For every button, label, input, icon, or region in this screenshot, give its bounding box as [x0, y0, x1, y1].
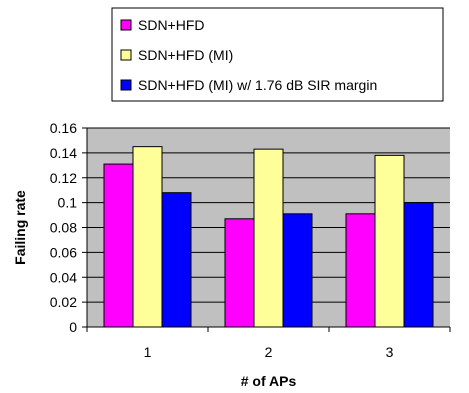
bar-sdn-hfd-mi--cat-1: [132, 146, 163, 328]
y-tick-label: 0.12: [50, 170, 77, 186]
x-axis-title: # of APs: [241, 373, 297, 389]
y-tick-label: 0.04: [50, 269, 77, 285]
bar-sdn-hfd-cat-3: [345, 213, 376, 328]
bars: [103, 146, 434, 328]
x-category-label: 3: [386, 344, 394, 360]
legend-label: SDN+HFD (MI) w/ 1.76 dB SIR margin: [138, 77, 377, 93]
x-category-label: 1: [144, 344, 152, 360]
bar-sdn-hfd-mi-w-1-76-db-sir-margin-cat-3: [403, 202, 434, 328]
x-category-labels: 1 2 3: [144, 344, 394, 360]
bar-sdn-hfd-mi-w-1-76-db-sir-margin-cat-1: [161, 192, 192, 328]
y-axis-title: Failing rate: [12, 190, 28, 265]
legend-swatch: [120, 49, 132, 61]
y-tick-label: 0.1: [58, 195, 78, 211]
legend-swatch: [120, 19, 132, 31]
y-tick-label: 0.16: [50, 120, 77, 136]
bar-sdn-hfd-mi--cat-3: [374, 154, 405, 328]
y-tick-label: 0.14: [50, 145, 77, 161]
y-tick-label: 0: [69, 319, 77, 335]
legend: SDN+HFD SDN+HFD (MI) SDN+HFD (MI) w/ 1.76 …: [111, 7, 444, 102]
bar-sdn-hfd-mi--cat-2: [253, 148, 284, 328]
legend-box: [111, 7, 444, 102]
axes: [82, 127, 451, 332]
legend-label: SDN+HFD: [138, 17, 205, 33]
legend-swatch: [120, 79, 132, 91]
y-tick-labels: 0 0.02 0.04 0.06 0.08 0.1 0.12 0.14 0.16: [50, 120, 77, 335]
y-tick-label: 0.06: [50, 244, 77, 260]
legend-label: SDN+HFD (MI): [138, 47, 233, 63]
y-tick-label: 0.08: [50, 220, 77, 236]
bar-sdn-hfd-cat-2: [224, 218, 255, 328]
bar-sdn-hfd-mi-w-1-76-db-sir-margin-cat-2: [282, 213, 313, 328]
bar-sdn-hfd-cat-1: [103, 163, 134, 328]
y-tick-label: 0.02: [50, 294, 77, 310]
x-category-label: 2: [265, 344, 273, 360]
